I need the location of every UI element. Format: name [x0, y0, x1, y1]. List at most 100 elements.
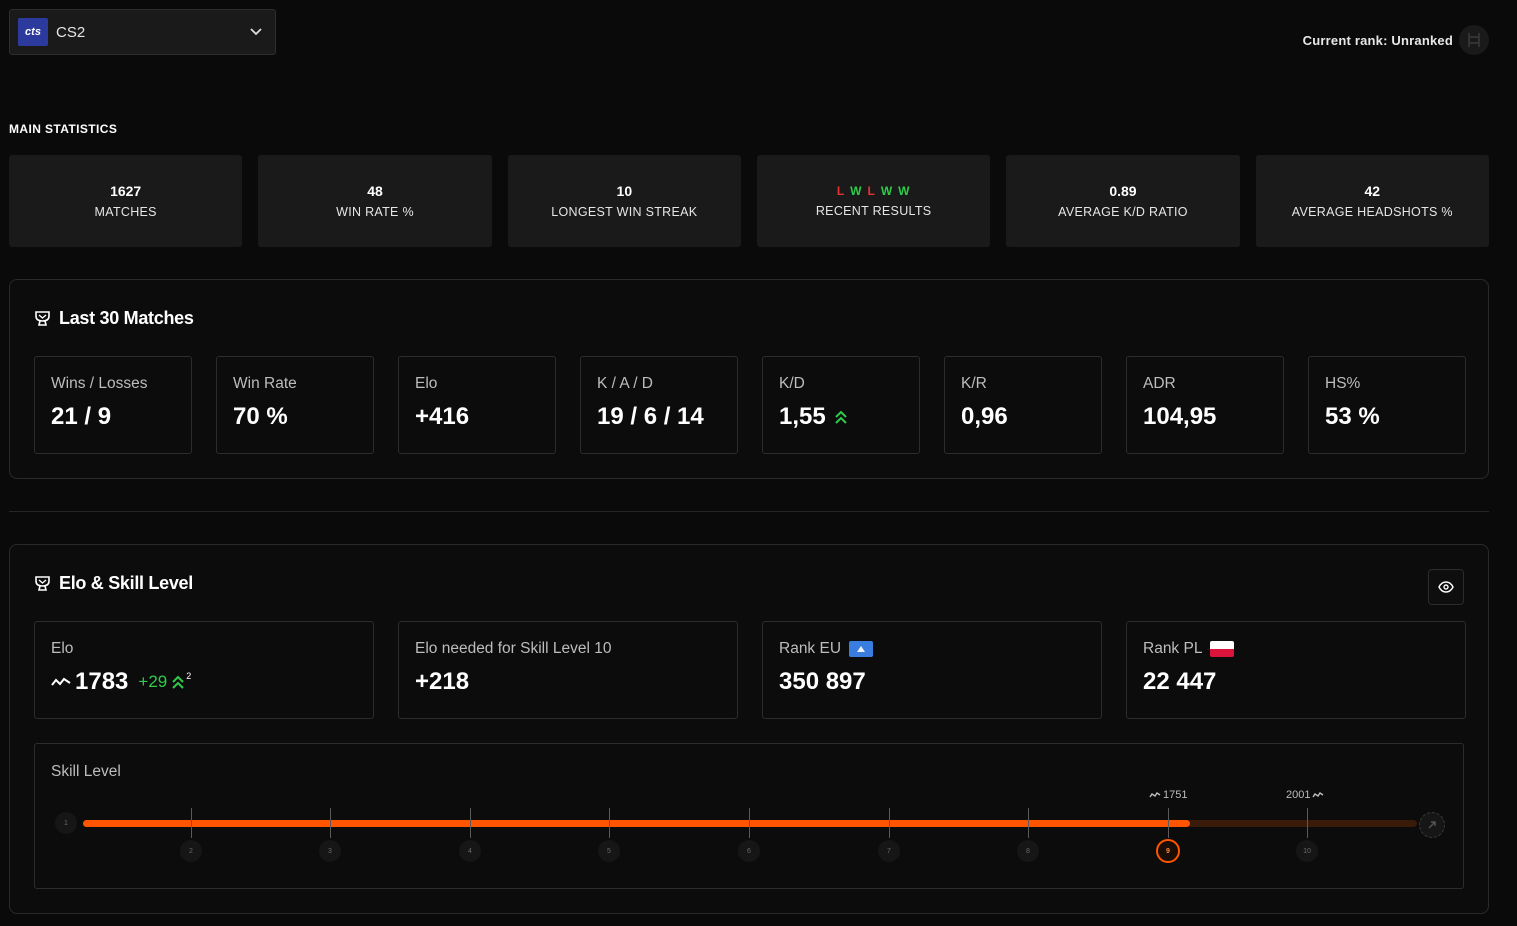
result-badge: W: [880, 184, 894, 198]
level-tick: [609, 808, 610, 838]
skill-level-8-icon: 8: [1017, 840, 1039, 862]
challenger-level-icon: [1419, 812, 1445, 838]
stat-elo: Elo +416: [398, 356, 556, 454]
skill-label: Skill Level: [51, 763, 121, 780]
toggle-visibility-button[interactable]: [1428, 569, 1464, 605]
poland-flag-icon: [1210, 641, 1235, 657]
stat-card-win-rate: 48 WIN RATE %: [258, 155, 492, 247]
panel-title: Last 30 Matches: [59, 308, 194, 328]
level-tick: [749, 808, 750, 838]
last-30-matches-panel: Last 30 Matches Wins / Losses 21 / 9 Win…: [9, 279, 1489, 479]
mini-value: 1,55: [779, 403, 903, 431]
elo-label: Elo: [51, 640, 74, 657]
stat-value: 0.89: [1109, 183, 1137, 199]
mini-label: Elo: [415, 375, 438, 392]
stat-label: LONGEST WIN STREAK: [551, 205, 698, 219]
double-chevron-up-icon: [172, 675, 184, 689]
stat-kad: K / A / D 19 / 6 / 14: [580, 356, 738, 454]
stat-adr: ADR 104,95: [1126, 356, 1284, 454]
stat-value: 48: [367, 183, 383, 199]
panel-header: Elo & Skill Level: [34, 573, 193, 594]
elo-needed-card: Elo needed for Skill Level 10 +218: [398, 621, 738, 719]
mini-label: K / A / D: [597, 375, 653, 392]
stat-card-kd-ratio: 0.89 AVERAGE K/D RATIO: [1006, 155, 1240, 247]
skill-level-1-icon: 1: [55, 812, 77, 834]
result-badge: W: [898, 184, 911, 198]
stat-wins-losses: Wins / Losses 21 / 9: [34, 356, 192, 454]
mini-value: 21 / 9: [51, 403, 112, 430]
stat-label: AVERAGE HEADSHOTS %: [1291, 205, 1453, 219]
stat-value: 10: [616, 183, 633, 199]
stat-hs: HS% 53 %: [1308, 356, 1466, 454]
rank-eu-card: Rank EU 350 897: [762, 621, 1102, 719]
trophy-icon: [35, 576, 50, 591]
current-rank-text: Current rank: Unranked: [1302, 32, 1453, 48]
mini-value: 0,96: [961, 403, 1008, 430]
elo-mark-level-10: 2001: [1286, 789, 1324, 801]
stat-kd: K/D 1,55: [762, 356, 920, 454]
skill-level-9-icon: 9: [1156, 839, 1180, 863]
recent-results-list: L W L W W: [837, 184, 911, 198]
eye-icon: [1438, 581, 1454, 593]
stat-card-matches: 1627 MATCHES: [9, 155, 243, 247]
elo-mark-current: 1751: [1149, 789, 1187, 801]
level-tick: [470, 808, 471, 838]
skill-level-6-icon: 6: [738, 840, 760, 862]
level-tick: [191, 808, 192, 838]
stat-value: 42: [1364, 183, 1381, 199]
mini-label: Win Rate: [233, 375, 297, 392]
mini-label: K/D: [779, 375, 805, 392]
mini-label: Wins / Losses: [51, 375, 148, 392]
stat-label: AVERAGE K/D RATIO: [1058, 205, 1188, 219]
level-tick: [1307, 808, 1308, 838]
rank-pl-card: Rank PL 22 447: [1126, 621, 1466, 719]
level-tick: [1028, 808, 1029, 838]
elo-card: Elo 1783 +29 2: [34, 621, 374, 719]
unranked-badge-icon: [1459, 25, 1489, 55]
current-rank: Current rank: Unranked: [1303, 25, 1489, 55]
result-badge: L: [836, 184, 846, 198]
stat-label: WIN RATE %: [336, 205, 414, 219]
elo-value: 350 897: [779, 668, 866, 695]
eu-flag-icon: [849, 641, 874, 657]
mini-value: 70 %: [233, 403, 288, 430]
elo-value: +218: [415, 668, 470, 695]
skill-level-card: Skill Level 1751 2001 1 2 3 4 5 6 7 8 9 …: [34, 743, 1464, 889]
section-divider: [9, 511, 1489, 512]
result-badge: L: [867, 184, 876, 198]
elo-trend-icon: [1149, 792, 1161, 798]
skill-level-10-icon: 10: [1296, 840, 1318, 862]
panel-header: Last 30 Matches: [34, 308, 194, 329]
level-tick: [1168, 808, 1169, 838]
stat-value: 1627: [110, 183, 142, 199]
delta-superscript: 2: [186, 671, 192, 681]
elo-value: 22 447: [1143, 668, 1217, 695]
result-badge: W: [850, 184, 863, 198]
skill-level-2-icon: 2: [180, 840, 202, 862]
stat-card-headshots: 42 AVERAGE HEADSHOTS %: [1255, 155, 1489, 247]
mini-value: 104,95: [1143, 403, 1217, 430]
stat-label: RECENT RESULTS: [815, 204, 932, 218]
mini-label: HS%: [1325, 375, 1361, 392]
mini-value: 19 / 6 / 14: [597, 403, 704, 430]
stat-kr: K/R 0,96: [944, 356, 1102, 454]
skill-level-7-icon: 7: [878, 840, 900, 862]
main-statistics-title: MAIN STATISTICS: [9, 122, 118, 136]
game-selector[interactable]: cts CS2: [9, 9, 276, 55]
mini-value: +416: [415, 403, 470, 430]
stat-card-longest-streak: 10 LONGEST WIN STREAK: [507, 155, 741, 247]
panel-title: Elo & Skill Level: [59, 573, 193, 593]
elo-label: Rank EU: [779, 640, 1085, 658]
last-30-stats-row: Wins / Losses 21 / 9 Win Rate 70 % Elo +…: [34, 356, 1466, 454]
elo-skill-panel: Elo & Skill Level Elo 1783 +29 2 Elo nee…: [9, 544, 1489, 914]
elo-value: 1783 +29 2: [51, 668, 357, 696]
stat-win-rate: Win Rate 70 %: [216, 356, 374, 454]
skill-progress-fill: [83, 820, 1190, 827]
game-name: CS2: [56, 23, 86, 41]
skill-level-5-icon: 5: [598, 840, 620, 862]
main-stats-row: 1627 MATCHES 48 WIN RATE % 10 LONGEST WI…: [9, 155, 1489, 247]
level-tick: [330, 808, 331, 838]
chevron-down-icon: [250, 28, 262, 36]
elo-trend-icon: [51, 677, 71, 686]
elo-label: Rank PL: [1143, 640, 1449, 658]
